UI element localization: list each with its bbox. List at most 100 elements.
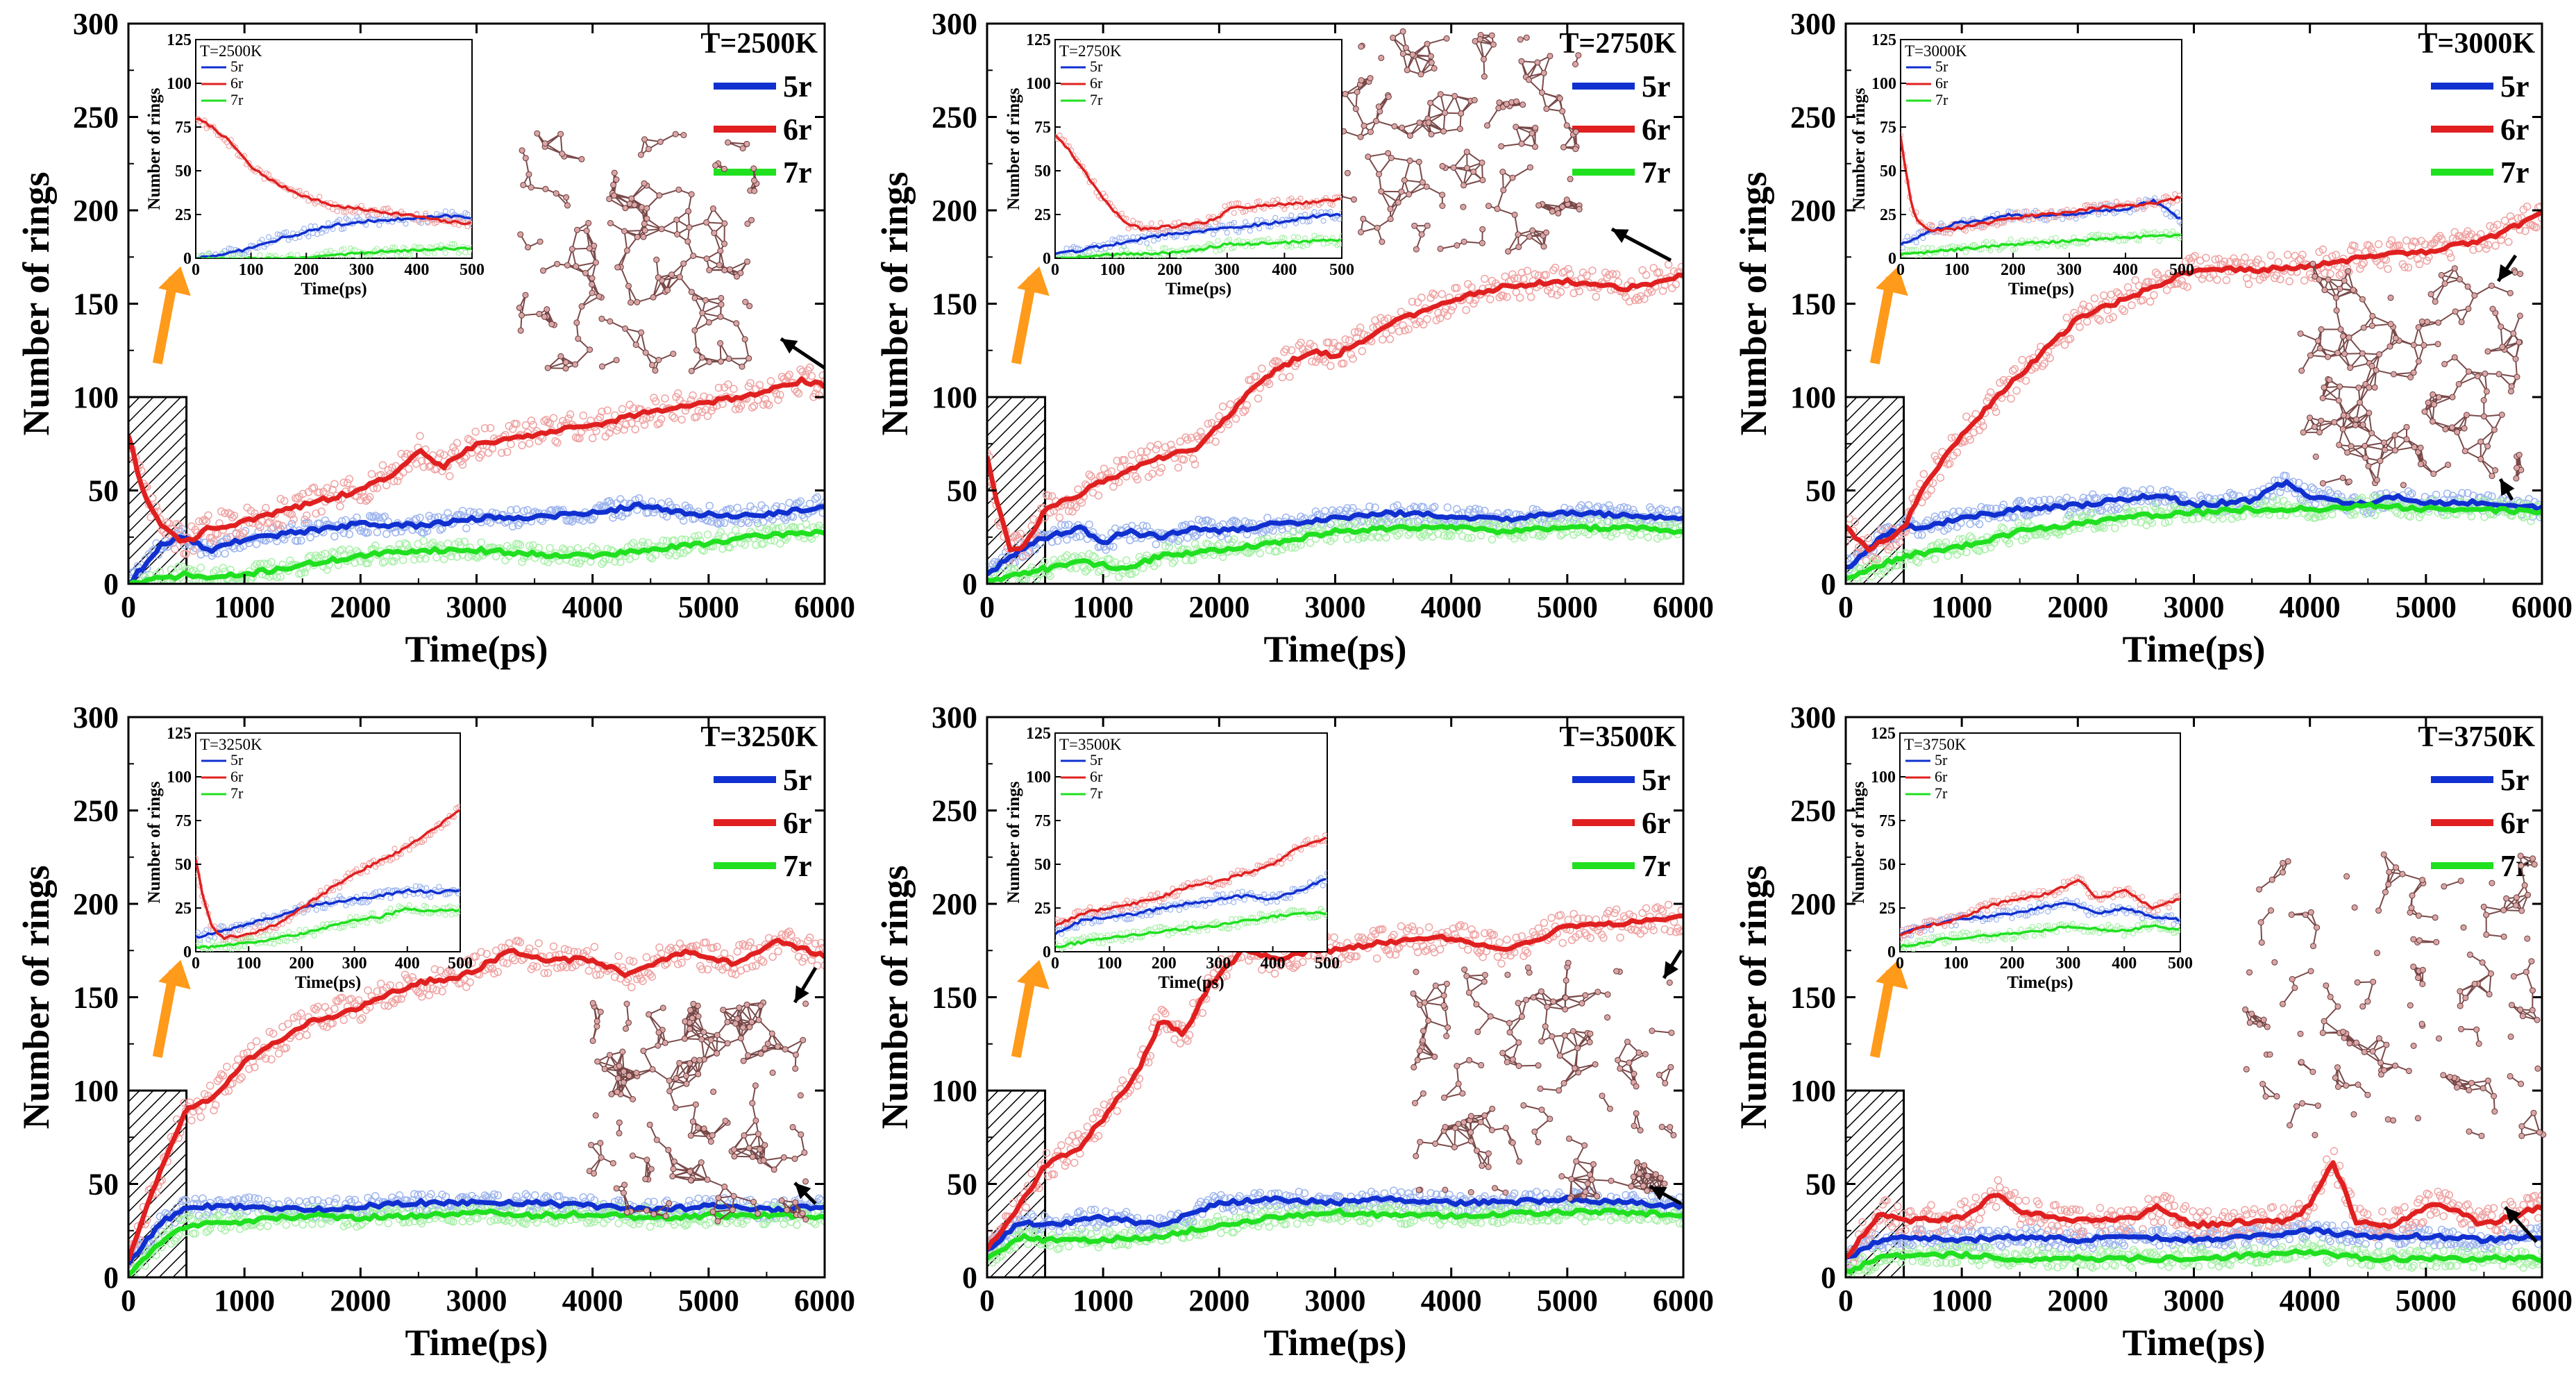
scatter-point xyxy=(818,509,825,517)
scatter-point xyxy=(1390,503,1398,512)
inset-x-tick-label: 200 xyxy=(1157,261,1182,279)
inset-scatter-point xyxy=(268,253,274,258)
scatter-point xyxy=(301,515,309,524)
scatter-point xyxy=(2189,515,2197,523)
scatter-point xyxy=(436,526,445,535)
scatter-point xyxy=(1196,428,1205,436)
scatter-point xyxy=(1462,305,1470,314)
scatter-point xyxy=(618,405,627,414)
y-tick-label: 150 xyxy=(932,287,977,321)
scatter-point xyxy=(1204,516,1213,525)
scatter-point xyxy=(1672,280,1681,289)
scatter-point xyxy=(2311,500,2320,508)
scatter-point xyxy=(296,537,305,545)
x-axis-title: Time(ps) xyxy=(2122,628,2265,670)
scatter-point xyxy=(776,391,784,399)
scatter-point xyxy=(1499,292,1508,300)
scatter-point xyxy=(1481,274,1489,283)
inset-scatter-point xyxy=(1293,204,1299,210)
scatter-point xyxy=(1094,491,1103,500)
scatter-point xyxy=(223,533,231,542)
scatter-point xyxy=(1847,581,1855,584)
scatter-point xyxy=(1055,513,1064,522)
scatter-point xyxy=(321,516,330,525)
scatter-point xyxy=(208,580,216,584)
y-tick-label: 50 xyxy=(1805,474,1836,508)
scatter-point xyxy=(2076,323,2084,331)
scatter-point xyxy=(2332,251,2340,259)
scatter-point xyxy=(700,392,708,401)
scatter-point xyxy=(392,528,400,537)
scatter-point xyxy=(2506,212,2515,221)
scatter-point xyxy=(1917,530,1926,539)
legend-label-6r: 6r xyxy=(1642,112,1671,146)
scatter-point xyxy=(486,423,495,432)
x-tick-label: 5000 xyxy=(1537,590,1598,624)
scatter-point xyxy=(2191,251,2199,260)
scatter-point xyxy=(1471,505,1480,513)
inset-scatter-point xyxy=(1226,236,1233,243)
scatter-point xyxy=(158,1227,166,1236)
scatter-point xyxy=(703,516,712,526)
inset-y-tick-label: 25 xyxy=(1034,206,1051,224)
scatter-point xyxy=(1063,535,1071,544)
scatter-point xyxy=(2514,214,2522,223)
scatter-point xyxy=(703,530,712,539)
inset-scatter-point xyxy=(2113,199,2120,205)
scatter-point xyxy=(1022,575,1030,584)
x-tick-label: 3000 xyxy=(1305,590,1366,624)
scatter-point xyxy=(1526,293,1535,301)
scatter-point xyxy=(2484,240,2493,249)
scatter-point xyxy=(818,371,825,380)
scatter-point xyxy=(388,463,396,472)
inset-scatter-point xyxy=(1118,210,1125,217)
scatter-point xyxy=(796,365,805,374)
scatter-point xyxy=(432,553,441,562)
scatter-point xyxy=(2038,362,2047,371)
scatter-point xyxy=(1009,533,1018,541)
inset-line-6r xyxy=(1901,135,2181,233)
scatter-point xyxy=(2357,260,2366,269)
inset-scatter-point xyxy=(2007,236,2014,242)
scatter-point xyxy=(2480,240,2489,249)
scatter-point xyxy=(284,1197,292,1206)
scatter-point xyxy=(371,1192,380,1200)
inset-scatter-point xyxy=(301,226,308,232)
scatter-point xyxy=(369,513,378,521)
scatter-point xyxy=(2482,244,2491,253)
scatter-point xyxy=(1286,372,1294,381)
scatter-point xyxy=(1395,529,1404,538)
scatter-point xyxy=(342,516,350,525)
scatter-point xyxy=(1388,326,1396,334)
scatter-point xyxy=(592,427,600,435)
scatter-point xyxy=(2178,276,2186,285)
scatter-point xyxy=(2411,238,2420,246)
scatter-point xyxy=(488,444,496,453)
scatter-point xyxy=(1470,299,1478,308)
chart-panel-4: 0 1000 2000 3000 4000 5000 6000 0 50 100 150 200 250… xyxy=(0,694,859,1387)
scatter-point xyxy=(2445,249,2454,258)
scatter-point xyxy=(389,477,398,485)
scatter-point xyxy=(2222,276,2231,285)
scatter-point xyxy=(725,505,734,513)
inset-y-axis-title: Number of rings xyxy=(145,87,164,210)
scatter-point xyxy=(559,544,567,553)
scatter-point xyxy=(274,521,283,529)
scatter-point xyxy=(707,406,716,415)
inset-scatter-point xyxy=(1071,258,1076,263)
scatter-point xyxy=(378,461,387,469)
scatter-point xyxy=(1033,575,1041,583)
scatter-point xyxy=(1436,314,1445,323)
inset-scatter-point xyxy=(422,210,429,217)
inset-scatter-point xyxy=(382,205,389,212)
scatter-point xyxy=(345,475,354,483)
x-tick-label: 4000 xyxy=(562,590,623,624)
scatter-point xyxy=(2356,264,2364,273)
scatter-point xyxy=(1046,571,1054,580)
scatter-point xyxy=(1605,501,1613,510)
scatter-point xyxy=(622,421,630,429)
scatter-point xyxy=(2527,516,2535,526)
scatter-point xyxy=(1515,294,1524,302)
scatter-point xyxy=(802,371,811,379)
scatter-point xyxy=(293,537,302,546)
